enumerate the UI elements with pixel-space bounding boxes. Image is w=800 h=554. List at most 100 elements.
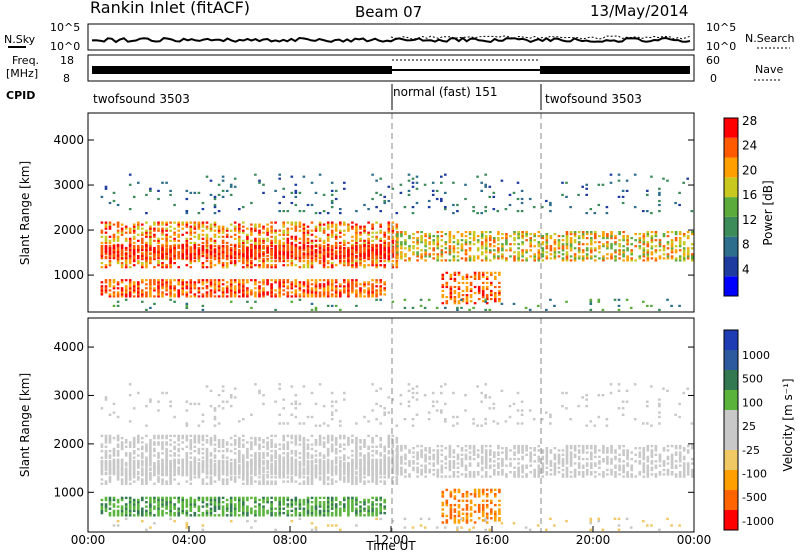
velocity-cell <box>116 462 120 465</box>
power-cell <box>128 227 132 230</box>
velocity-cell <box>238 441 241 444</box>
power-cell <box>480 235 484 238</box>
power-cell <box>149 285 152 288</box>
power-cell <box>606 241 609 244</box>
velocity-cell <box>221 468 225 471</box>
velocity-cell <box>149 509 152 513</box>
power-cell <box>161 237 164 240</box>
power-cell <box>334 281 338 284</box>
power-cell <box>674 245 678 248</box>
power-cell <box>440 251 444 254</box>
velocity-cell <box>383 472 386 476</box>
power-cell <box>306 285 310 288</box>
power-cell <box>298 229 302 232</box>
power-cell <box>266 260 269 263</box>
power-cell <box>642 237 646 240</box>
power-cell <box>290 262 294 265</box>
power-cell <box>173 239 176 242</box>
power-cell <box>577 193 580 196</box>
power-cell <box>169 246 172 250</box>
power-cell <box>197 260 201 263</box>
power-cell <box>375 249 378 252</box>
velocity-cell <box>318 472 322 476</box>
power-cell <box>322 223 326 226</box>
power-cell <box>322 287 326 290</box>
power-cell <box>137 283 140 286</box>
power-cell <box>290 241 294 244</box>
velocity-cell <box>217 501 221 504</box>
power-cell <box>617 195 621 198</box>
velocity-cell <box>290 436 294 440</box>
power-cell <box>642 210 645 213</box>
power-cell <box>221 255 225 258</box>
power-cell <box>250 231 253 234</box>
power-cell <box>302 241 306 244</box>
power-cell <box>189 253 193 256</box>
power-cell <box>456 239 460 242</box>
power-cell <box>674 239 678 242</box>
power-cell <box>270 251 273 254</box>
velocity-cell <box>128 472 132 476</box>
power-cell <box>557 241 561 244</box>
power-cell <box>326 283 330 286</box>
power-cell <box>258 293 261 296</box>
power-cell <box>590 237 593 240</box>
velocity-cell <box>355 472 358 476</box>
power-cell <box>242 251 245 254</box>
power-cell <box>343 253 346 256</box>
power-cell <box>453 289 457 293</box>
power-cell <box>481 289 485 293</box>
power-cell <box>379 293 382 296</box>
power-cell <box>185 212 189 215</box>
power-cell <box>485 296 489 299</box>
power-cell <box>674 249 678 252</box>
velocity-cell <box>330 464 334 467</box>
velocity-cell <box>282 434 285 438</box>
power-cell <box>238 244 241 248</box>
power-cell <box>638 239 642 242</box>
power-cell <box>330 262 334 265</box>
power-cell <box>149 255 152 259</box>
power-cell <box>310 283 314 286</box>
power-cell <box>383 241 386 244</box>
power-cell <box>262 231 265 234</box>
velocity-cell <box>367 445 370 448</box>
velocity-cell <box>294 441 298 444</box>
velocity-cell <box>334 462 338 465</box>
power-cell <box>395 262 399 265</box>
velocity-cell <box>201 478 205 481</box>
power-cell <box>213 285 217 288</box>
power-cell <box>650 239 654 242</box>
velocity-cell <box>379 459 382 463</box>
velocity-cell <box>233 509 237 513</box>
power-cell <box>646 251 650 254</box>
velocity-cell <box>363 462 366 465</box>
power-cell <box>444 173 447 176</box>
velocity-cell <box>314 473 318 477</box>
velocity-cell <box>238 458 241 461</box>
power-cell <box>242 266 245 269</box>
power-cell <box>400 241 403 244</box>
power-cell <box>217 193 221 196</box>
velocity-cell <box>229 436 233 440</box>
power-cell <box>561 247 565 250</box>
velocity-cell <box>181 462 184 465</box>
power-cell <box>108 293 112 296</box>
power-cell <box>181 283 184 286</box>
power-cell <box>497 255 500 258</box>
power-cell <box>371 289 374 292</box>
power-cell <box>177 281 180 284</box>
power-cell <box>472 233 476 236</box>
power-cell <box>598 257 601 260</box>
velocity-cell <box>169 449 172 453</box>
power-cell <box>169 257 172 260</box>
power-cell <box>330 229 334 232</box>
power-cell <box>185 285 189 288</box>
velocity-cell <box>266 464 269 467</box>
power-cell <box>197 233 201 236</box>
velocity-cell <box>161 511 164 515</box>
velocity-cell <box>137 439 140 442</box>
power-cell <box>193 283 197 286</box>
velocity-cell <box>221 454 225 457</box>
